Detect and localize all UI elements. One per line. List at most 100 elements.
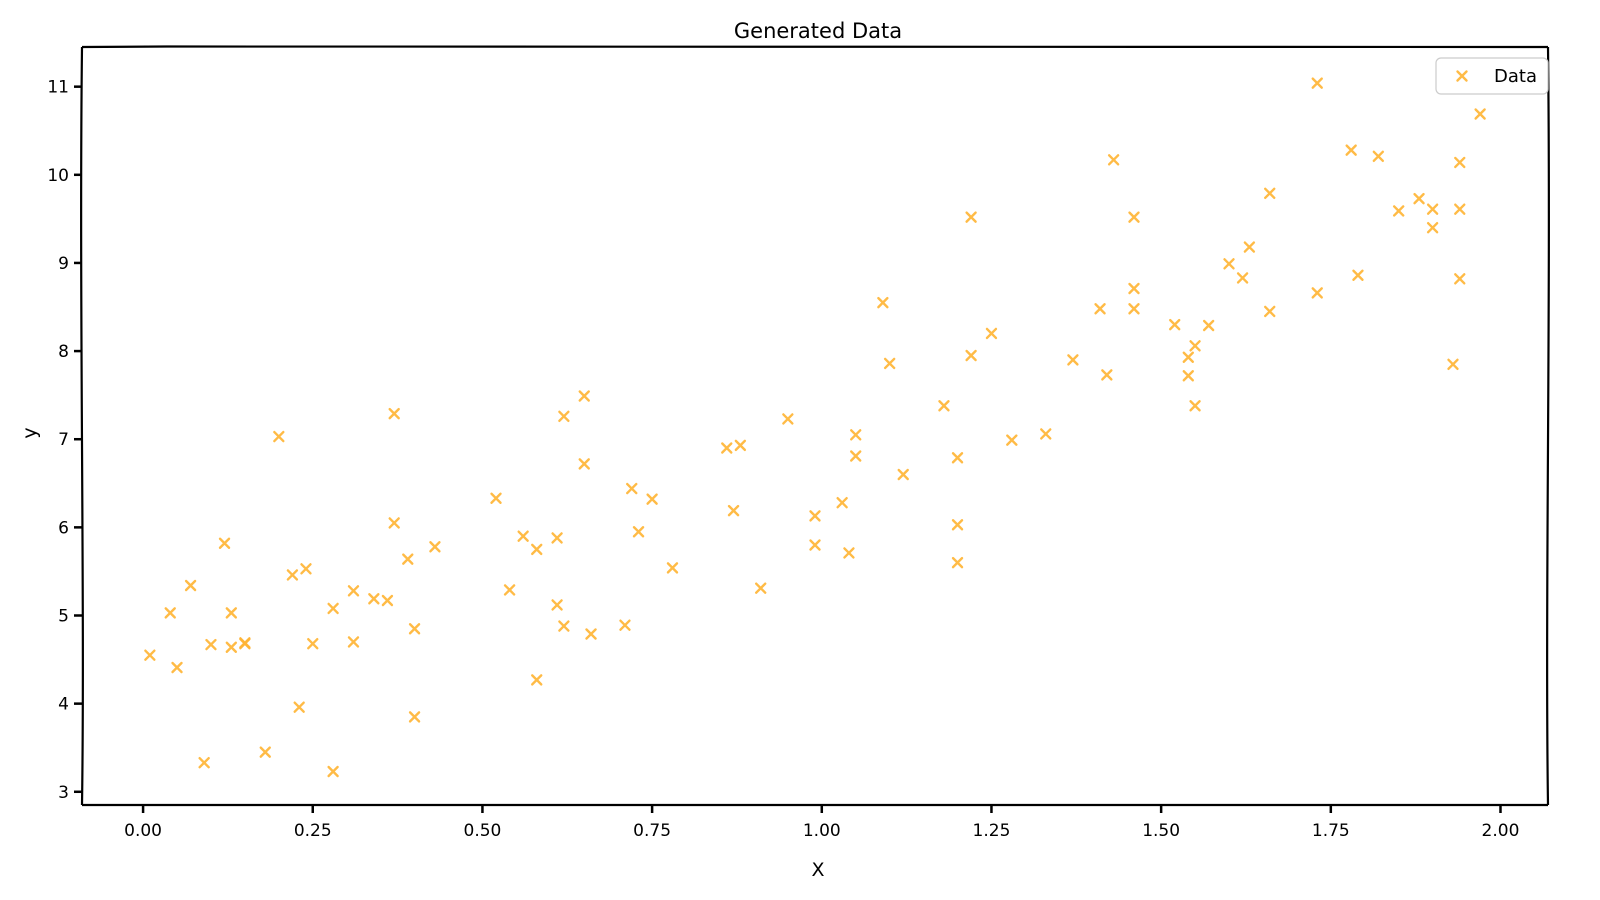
data-point <box>985 327 998 340</box>
data-point <box>1413 192 1425 205</box>
data-point <box>850 450 862 462</box>
y-axis: 3 4 5 6 7 8 9 10 11 <box>47 78 82 803</box>
data-point <box>1311 287 1323 299</box>
data-point <box>503 584 516 596</box>
data-point <box>951 519 964 531</box>
data-point <box>951 556 964 569</box>
y-tick-label: 4 <box>58 695 69 715</box>
data-point <box>1107 154 1120 166</box>
data-point <box>293 701 305 713</box>
data-point <box>402 553 414 565</box>
data-point <box>877 296 889 309</box>
data-point <box>1264 187 1276 200</box>
data-point <box>218 537 231 549</box>
data-point <box>164 607 176 619</box>
data-point <box>286 569 299 581</box>
data-point <box>300 563 312 575</box>
data-point <box>1243 241 1256 253</box>
data-point <box>171 661 183 674</box>
data-point <box>1006 434 1018 446</box>
x-tick-label: 0.75 <box>633 821 671 841</box>
y-tick-label: 11 <box>47 78 69 98</box>
legend-box <box>1435 57 1549 95</box>
data-point <box>408 623 421 635</box>
legend: Data <box>1435 57 1549 95</box>
x-tick-label: 1.75 <box>1312 821 1350 841</box>
data-point <box>809 539 821 551</box>
data-point <box>1128 282 1140 295</box>
data-point <box>558 620 570 632</box>
data-point <box>388 407 400 420</box>
data-point <box>531 543 543 556</box>
data-point <box>755 582 767 594</box>
data-point <box>1426 203 1439 215</box>
y-tick-label: 9 <box>58 254 69 274</box>
x-tick-label: 1.00 <box>803 821 841 841</box>
data-point <box>843 547 855 559</box>
data-point <box>307 638 319 650</box>
data-point <box>666 562 679 574</box>
y-tick-label: 10 <box>47 166 69 186</box>
data-point <box>782 413 794 425</box>
data-point <box>347 636 360 648</box>
x-axis-label: X <box>811 859 824 881</box>
data-point <box>734 439 747 452</box>
data-points <box>144 77 1486 778</box>
data-point <box>626 482 638 495</box>
y-tick-label: 6 <box>58 518 69 538</box>
data-point <box>327 765 339 778</box>
data-point <box>347 585 360 597</box>
data-point <box>327 602 339 615</box>
chart-title: Generated Data <box>734 19 902 43</box>
data-point <box>1392 205 1405 217</box>
data-point <box>1454 156 1466 169</box>
data-point <box>1447 358 1459 371</box>
data-point <box>1182 370 1194 382</box>
data-point <box>1223 258 1235 270</box>
data-point <box>938 400 950 412</box>
data-point <box>1236 272 1249 284</box>
frame-top <box>81 45 1549 49</box>
data-point <box>1040 428 1052 440</box>
data-point <box>1474 108 1486 120</box>
data-point <box>578 390 590 402</box>
data-point <box>1128 211 1140 223</box>
data-point <box>184 579 197 592</box>
data-point <box>1189 340 1201 352</box>
data-point <box>1094 303 1106 315</box>
frame-bottom <box>81 803 1549 807</box>
x-tick-label: 1.50 <box>1142 821 1180 841</box>
data-point <box>727 504 740 517</box>
data-point <box>239 637 251 649</box>
data-point <box>551 532 563 544</box>
x-tick-label: 2.00 <box>1482 821 1520 841</box>
data-point <box>646 493 658 505</box>
data-point <box>558 410 570 423</box>
data-point <box>1426 221 1439 234</box>
y-tick-label: 7 <box>58 430 69 450</box>
data-point <box>144 649 156 661</box>
x-tick-label: 0.25 <box>294 821 332 841</box>
data-point <box>836 496 848 509</box>
data-point <box>965 211 977 223</box>
data-point <box>1264 305 1276 318</box>
data-point <box>225 607 238 619</box>
data-point <box>1128 303 1140 315</box>
data-point <box>1372 150 1385 162</box>
data-point <box>205 638 217 651</box>
data-point <box>1311 77 1323 89</box>
data-point <box>531 674 543 686</box>
data-point <box>368 593 380 605</box>
y-tick-label: 5 <box>58 607 69 627</box>
x-axis: 0.00 0.25 0.50 0.75 1.00 1.25 1.50 1.75 2.00 <box>124 805 1519 841</box>
data-point <box>1345 144 1357 156</box>
data-point <box>1101 369 1113 381</box>
data-point <box>1182 351 1194 363</box>
data-point <box>551 599 563 611</box>
data-point <box>1189 400 1201 412</box>
data-point <box>883 357 896 370</box>
data-point <box>721 442 733 454</box>
data-point <box>1454 273 1466 285</box>
data-point <box>965 349 977 362</box>
x-tick-label: 0.00 <box>124 821 162 841</box>
